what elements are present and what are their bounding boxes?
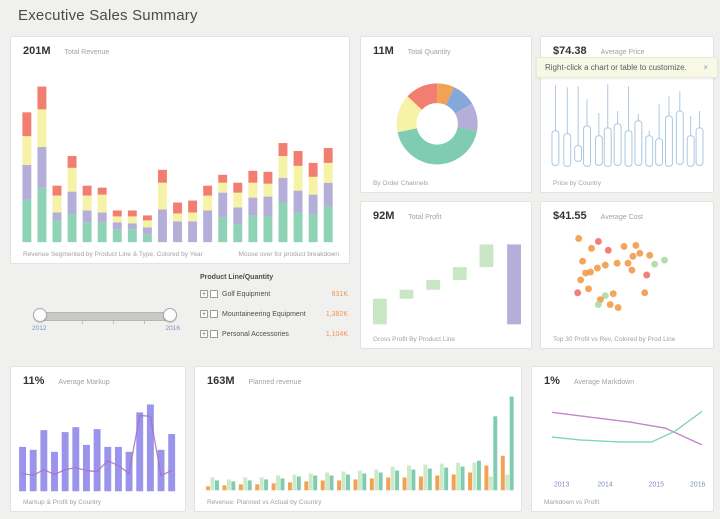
checkbox[interactable] xyxy=(210,330,218,338)
product-list-title: Product Line/Quantity xyxy=(200,274,274,281)
kpi-average-markdown: 1% xyxy=(544,375,560,387)
expand-icon[interactable]: + xyxy=(200,290,208,298)
kpi-label-total-profit: Total Profit xyxy=(408,214,442,221)
waterfall-chart-profit[interactable] xyxy=(361,202,531,348)
year-range-filter: 2012 2016 xyxy=(10,272,190,360)
slider-tick xyxy=(82,321,83,324)
chart-caption: Top 30 Profit vs Rev, Colored by Prod Li… xyxy=(553,336,676,343)
kpi-average-cost: $41.55 xyxy=(553,210,587,222)
kpi-planned-revenue: 163M xyxy=(207,375,235,387)
card-average-cost[interactable]: $41.55 Average Cost Top 30 Profit vs Rev… xyxy=(540,201,714,349)
slider-max-label: 2016 xyxy=(165,325,180,332)
chart-caption: Revenue Segmented by Product Line & Type… xyxy=(23,251,203,258)
row-label: Personal Accessories xyxy=(222,330,289,338)
slider-track[interactable] xyxy=(38,312,172,321)
box-plot-chart-price[interactable] xyxy=(541,37,713,192)
svg-text:2013: 2013 xyxy=(554,481,569,488)
chart-caption: By Order Channels xyxy=(373,180,429,187)
row-value: 1,104K xyxy=(325,330,348,338)
customize-tooltip: Right-click a chart or table to customiz… xyxy=(536,57,718,78)
kpi-total-revenue: 201M xyxy=(23,45,51,57)
expand-icon[interactable]: + xyxy=(200,330,208,338)
card-average-markup[interactable]: 11% Average Markup Markup & Profit by Co… xyxy=(10,366,186,512)
card-planned-revenue[interactable]: 163M Planned revenue Revenue: Planned vs… xyxy=(194,366,522,512)
kpi-label-total-revenue: Total Revenue xyxy=(64,49,110,56)
kpi-label-average-markdown: Average Markdown xyxy=(573,379,635,386)
card-total-quantity[interactable]: 11M Total Quantity By Order Channels xyxy=(360,36,532,193)
page-title: Executive Sales Summary xyxy=(18,7,198,24)
list-item-personal-accessories[interactable]: + Personal Accessories 1,104K xyxy=(200,330,348,338)
line-chart-markdown[interactable]: 2013 2014 2015 2016 xyxy=(532,367,713,511)
svg-text:2014: 2014 xyxy=(597,481,612,488)
chart-hint: Mouse over for product breakdown xyxy=(238,251,339,258)
chart-caption: Revenue: Planned vs Actual by Country xyxy=(207,499,322,506)
scatter-chart-cost[interactable] xyxy=(541,202,713,348)
card-total-profit[interactable]: 92M Total Profit Gross Profit By Product… xyxy=(360,201,532,349)
bar-line-chart-markup[interactable] xyxy=(11,367,185,511)
expand-icon[interactable]: + xyxy=(200,310,208,318)
slider-tick xyxy=(144,321,145,324)
card-total-revenue[interactable]: 201M Total Revenue Revenue Segmented by … xyxy=(10,36,350,264)
checkbox[interactable] xyxy=(210,290,218,298)
list-item-golf-equipment[interactable]: + Golf Equipment 831K xyxy=(200,290,348,298)
slider-handle-min[interactable] xyxy=(33,308,47,322)
chart-caption: Price by Country xyxy=(553,180,602,187)
kpi-average-markup: 11% xyxy=(23,375,45,387)
close-icon[interactable]: × xyxy=(703,63,708,72)
tooltip-text: Right-click a chart or table to customiz… xyxy=(545,63,687,72)
slider-tick xyxy=(113,321,114,324)
row-value: 831K xyxy=(331,290,348,298)
chart-caption: Markup & Profit by Country xyxy=(23,499,102,506)
kpi-total-profit: 92M xyxy=(373,210,395,222)
kpi-label-average-cost: Average Cost xyxy=(600,214,643,221)
kpi-label-average-price: Average Price xyxy=(600,49,645,56)
checkbox[interactable] xyxy=(210,310,218,318)
kpi-average-price: $74.38 xyxy=(553,45,587,57)
chart-caption: Markdown vs Profit xyxy=(544,499,600,506)
kpi-label-average-markup: Average Markup xyxy=(58,379,110,386)
card-average-markdown[interactable]: 1% Average Markdown 2013 2014 2015 2016 Mar… xyxy=(531,366,714,512)
stacked-bar-chart-revenue[interactable] xyxy=(11,37,349,263)
row-value: 1,382K xyxy=(325,310,348,318)
product-line-quantity-list: Product Line/Quantity + Golf Equipment 8… xyxy=(200,274,348,360)
svg-text:2015: 2015 xyxy=(649,481,664,488)
slider-min-label: 2012 xyxy=(32,325,47,332)
kpi-label-total-quantity: Total Quantity xyxy=(407,49,451,56)
slider-handle-max[interactable] xyxy=(163,308,177,322)
row-label: Golf Equipment xyxy=(222,290,271,298)
list-item-mountaineering-equipment[interactable]: + Mountaineering Equipment 1,382K xyxy=(200,310,348,318)
donut-chart-quantity[interactable] xyxy=(361,37,531,192)
row-label: Mountaineering Equipment xyxy=(222,310,306,318)
grouped-bar-chart-planned[interactable] xyxy=(195,367,521,511)
kpi-label-planned-revenue: Planned revenue xyxy=(248,379,302,386)
svg-text:2016: 2016 xyxy=(690,481,705,488)
kpi-total-quantity: 11M xyxy=(373,45,394,57)
chart-caption: Gross Profit By Product Line xyxy=(373,336,456,343)
